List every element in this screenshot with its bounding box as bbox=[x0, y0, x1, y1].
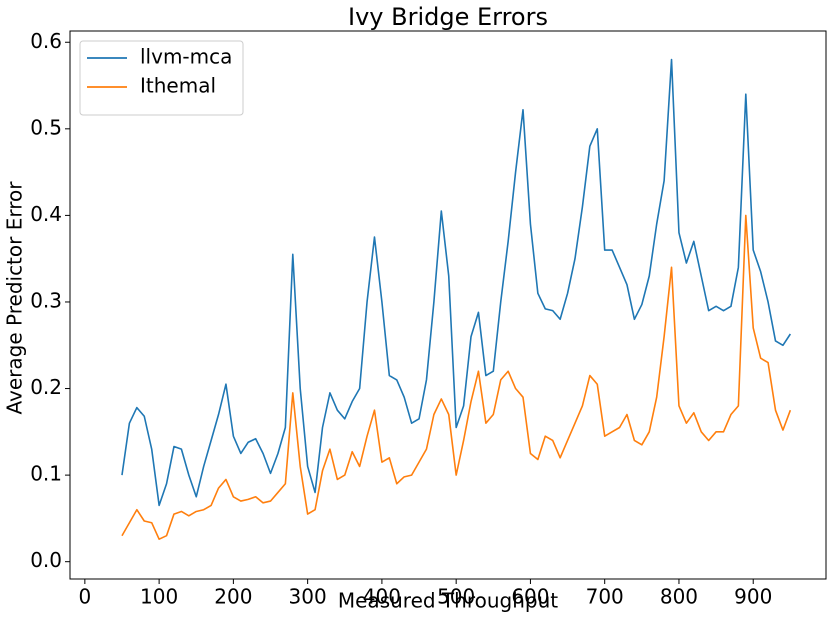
x-tick-label: 500 bbox=[437, 585, 475, 609]
x-tick-label: 700 bbox=[586, 585, 624, 609]
x-axis-label: Measured Throughput bbox=[338, 589, 558, 613]
x-tick-label: 400 bbox=[363, 585, 401, 609]
x-tick-label: 300 bbox=[289, 585, 327, 609]
x-tick-label: 900 bbox=[734, 585, 772, 609]
x-tick-label: 200 bbox=[214, 585, 252, 609]
y-tick-label: 0.0 bbox=[30, 548, 62, 572]
chart-title: Ivy Bridge Errors bbox=[348, 3, 548, 31]
plot-frame bbox=[69, 30, 827, 580]
legend-box bbox=[79, 40, 244, 116]
y-tick-label: 0.3 bbox=[30, 288, 62, 312]
y-tick-label: 0.5 bbox=[30, 115, 62, 139]
series-line bbox=[121, 58, 792, 507]
legend-label: llvm-mca bbox=[140, 45, 232, 69]
y-axis-label: Average Predictor Error bbox=[3, 181, 27, 415]
y-tick-label: 0.1 bbox=[30, 462, 62, 486]
y-tick-label: 0.2 bbox=[30, 375, 62, 399]
legend-label: Ithemal bbox=[140, 74, 216, 98]
x-tick-label: 800 bbox=[660, 585, 698, 609]
y-tick-label: 0.4 bbox=[30, 202, 62, 226]
x-tick-label: 100 bbox=[140, 585, 178, 609]
y-tick-label: 0.6 bbox=[30, 29, 62, 53]
series-line bbox=[121, 214, 792, 540]
x-tick-label: 600 bbox=[511, 585, 549, 609]
x-tick-label: 0 bbox=[78, 585, 91, 609]
